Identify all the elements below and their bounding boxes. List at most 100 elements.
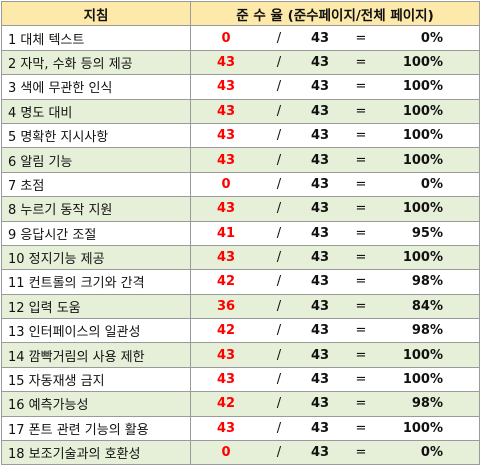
compliance-cell: 43 / 43 = 100% — [190, 244, 480, 271]
equals-sign: = — [355, 225, 367, 241]
compliance-values: 43 / 43 = 100% — [192, 417, 479, 439]
total-count: 43 — [310, 372, 330, 388]
table-row: 13 인터페이스의 일관성 42 / 43 = 98% — [1, 318, 480, 344]
guideline-cell: 5 명확한 지시사항 — [1, 122, 191, 149]
compliance-cell: 42 / 43 = 98% — [190, 269, 480, 295]
compliance-cell: 43 / 43 = 100% — [190, 98, 480, 124]
compliant-count: 43 — [216, 54, 236, 70]
compliance-rate: 0% — [420, 30, 443, 46]
table-row: 3 색에 무관한 인식 43 / 43 = 100% — [1, 74, 480, 100]
slash-separator: / — [276, 420, 282, 436]
guideline-cell: 13 인터페이스의 일관성 — [1, 318, 191, 344]
compliant-count: 43 — [216, 152, 236, 168]
total-count: 43 — [310, 152, 330, 168]
compliance-rate: 100% — [402, 420, 443, 436]
compliance-cell: 43 / 43 = 100% — [190, 122, 480, 149]
compliance-values: 0 / 43 = 0% — [192, 27, 479, 49]
total-count: 43 — [310, 445, 330, 461]
table-row: 15 자동재생 금지 43 / 43 = 100% — [1, 366, 480, 393]
compliance-rate: 98% — [411, 396, 443, 412]
compliance-cell: 36 / 43 = 84% — [190, 293, 480, 320]
table-row: 11 컨트롤의 크기와 간격 42 / 43 = 98% — [1, 269, 480, 295]
compliant-count: 36 — [216, 298, 236, 314]
compliant-count: 42 — [216, 396, 236, 412]
compliance-cell: 42 / 43 = 98% — [190, 318, 480, 344]
compliance-rate: 100% — [402, 372, 443, 388]
compliant-count: 43 — [216, 201, 236, 217]
compliance-rate: 100% — [402, 79, 443, 95]
table-row: 17 폰트 관련 기능의 활용 43 / 43 = 100% — [1, 415, 480, 442]
compliant-count: 0 — [221, 30, 231, 46]
compliance-values: 43 / 43 = 100% — [192, 246, 479, 268]
table-row: 4 명도 대비 43 / 43 = 100% — [1, 98, 480, 124]
total-count: 43 — [310, 103, 330, 119]
compliance-cell: 43 / 43 = 100% — [190, 147, 480, 173]
compliance-values: 43 / 43 = 100% — [192, 76, 479, 98]
compliant-count: 42 — [216, 274, 236, 290]
equals-sign: = — [355, 347, 367, 363]
compliant-count: 42 — [216, 323, 236, 339]
compliance-cell: 43 / 43 = 100% — [190, 342, 480, 368]
slash-separator: / — [276, 250, 282, 266]
compliance-rate: 100% — [402, 250, 443, 266]
compliant-count: 43 — [216, 103, 236, 119]
equals-sign: = — [355, 372, 367, 388]
compliance-values: 43 / 43 = 100% — [192, 51, 479, 73]
compliance-rate: 100% — [402, 128, 443, 144]
total-count: 43 — [310, 250, 330, 266]
table-body: 1 대체 텍스트 0/43 = 0% 2 자막, 수화 등의 제공 43/43 = 100% 3… — [1, 25, 480, 466]
compliance-cell: 43 / 43 = 100% — [190, 196, 480, 222]
total-count: 43 — [310, 298, 330, 314]
slash-separator: / — [276, 201, 282, 217]
compliance-cell: 43 / 43 = 100% — [190, 415, 480, 442]
equals-sign: = — [355, 445, 367, 461]
total-count: 43 — [310, 30, 330, 46]
table-row: 1 대체 텍스트 0 / 43 = 0% — [1, 25, 480, 51]
compliant-count: 43 — [216, 420, 236, 436]
guideline-cell: 16 예측가능성 — [1, 391, 191, 417]
header-guideline: 지침 — [1, 0, 191, 27]
table-row: 10 정지기능 제공 43 / 43 = 100% — [1, 244, 480, 271]
slash-separator: / — [276, 445, 282, 461]
compliance-values: 42 / 43 = 98% — [192, 320, 479, 342]
guideline-cell: 8 누르기 동작 지원 — [1, 196, 191, 222]
guideline-cell: 10 정지기능 제공 — [1, 244, 191, 271]
total-count: 43 — [310, 323, 330, 339]
guideline-cell: 14 깜빡거림의 사용 제한 — [1, 342, 191, 368]
compliance-rate: 100% — [402, 152, 443, 168]
guideline-cell: 11 컨트롤의 크기와 간격 — [1, 269, 191, 295]
compliance-cell: 0 / 43 = 0% — [190, 171, 480, 198]
compliant-count: 0 — [221, 176, 231, 192]
compliance-rate: 95% — [411, 225, 443, 241]
slash-separator: / — [276, 298, 282, 314]
total-count: 43 — [310, 128, 330, 144]
equals-sign: = — [355, 323, 367, 339]
table-row: 18 보조기술과의 호환성 0 / 43 = 0% — [1, 440, 480, 466]
guideline-cell: 7 초점 — [1, 171, 191, 198]
slash-separator: / — [276, 225, 282, 241]
compliance-rate: 0% — [420, 176, 443, 192]
slash-separator: / — [276, 103, 282, 119]
total-count: 43 — [310, 274, 330, 290]
slash-separator: / — [276, 128, 282, 144]
compliance-values: 42 / 43 = 98% — [192, 271, 479, 293]
compliant-count: 41 — [216, 225, 236, 241]
compliance-values: 43 / 43 = 100% — [192, 124, 479, 146]
compliance-rate: 100% — [402, 347, 443, 363]
table-row: 12 입력 도움 36 / 43 = 84% — [1, 293, 480, 320]
compliance-values: 42 / 43 = 98% — [192, 393, 479, 415]
slash-separator: / — [276, 30, 282, 46]
guideline-cell: 18 보조기술과의 호환성 — [1, 440, 191, 466]
equals-sign: = — [355, 30, 367, 46]
equals-sign: = — [355, 79, 367, 95]
guideline-cell: 2 자막, 수화 등의 제공 — [1, 49, 191, 76]
equals-sign: = — [355, 128, 367, 144]
compliance-cell: 0 / 43 = 0% — [190, 25, 480, 51]
guideline-cell: 17 폰트 관련 기능의 활용 — [1, 415, 191, 442]
slash-separator: / — [276, 396, 282, 412]
compliant-count: 43 — [216, 372, 236, 388]
equals-sign: = — [355, 420, 367, 436]
compliant-count: 43 — [216, 250, 236, 266]
total-count: 43 — [310, 420, 330, 436]
